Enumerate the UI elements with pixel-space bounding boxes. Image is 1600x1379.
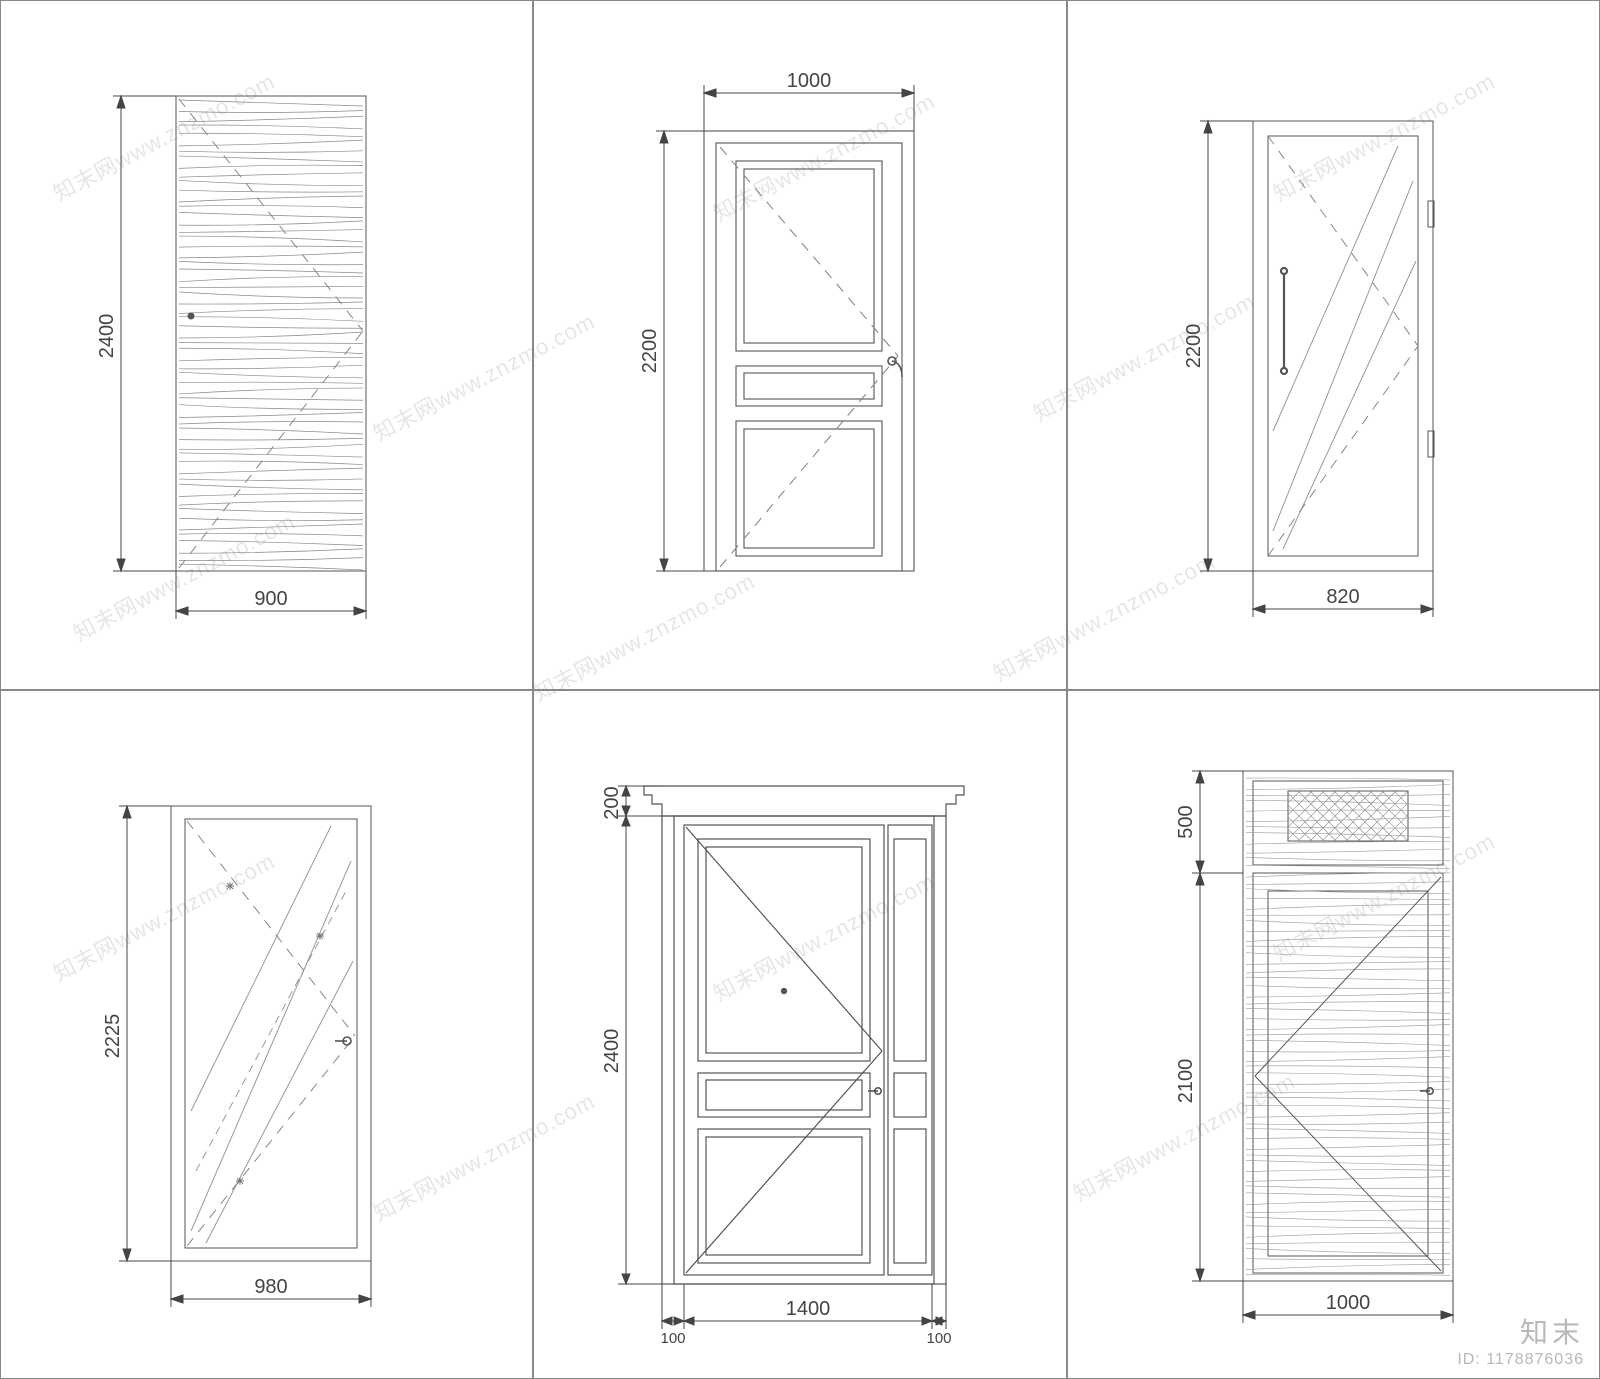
dim-width-d: 980 — [254, 1276, 287, 1298]
dim-height-a: 2400 — [96, 314, 118, 359]
cell-door-b: 1000 2200 — [533, 0, 1066, 690]
door-d-svg: 2225 980 — [1, 691, 533, 1379]
dim-height-c: 2200 — [1183, 324, 1205, 369]
dim-height-d: 2225 — [102, 1013, 124, 1058]
cell-grid: 2400 900 — [0, 0, 1600, 1379]
source-id-badge: 知末 ID: 1178876036 — [1457, 1311, 1584, 1369]
dim-height-e: 2400 — [601, 1028, 623, 1073]
asset-id: ID: 1178876036 — [1457, 1351, 1584, 1369]
dim-side-r-e: 100 — [927, 1330, 952, 1347]
dim-transom-f: 500 — [1175, 805, 1197, 838]
dim-width-a: 900 — [254, 588, 287, 610]
dim-width-f: 1000 — [1325, 1292, 1370, 1314]
dim-main-e: 1400 — [786, 1298, 831, 1320]
cell-door-d: 2225 980 — [0, 690, 533, 1379]
door-c-svg: 2200 820 — [1068, 1, 1600, 690]
door-a-svg: 2400 900 — [1, 1, 533, 690]
cell-door-e: 200 2400 100 1400 10 — [533, 690, 1066, 1379]
dim-width-c: 820 — [1326, 586, 1359, 608]
dim-height-b: 2200 — [639, 329, 661, 374]
door-e-svg: 200 2400 100 1400 10 — [534, 691, 1066, 1379]
dim-cornice-e: 200 — [601, 786, 623, 819]
cell-door-c: 2200 820 — [1067, 0, 1600, 690]
dim-width-b: 1000 — [787, 70, 832, 92]
door-f-svg: 500 2100 1000 — [1068, 691, 1600, 1379]
cell-door-f: 500 2100 1000 — [1067, 690, 1600, 1379]
brand-name: 知末 — [1457, 1311, 1584, 1351]
drawing-sheet: 知末网www.znzmo.com 知末网www.znzmo.com 知末网www… — [0, 0, 1600, 1379]
dim-height-f: 2100 — [1175, 1058, 1197, 1103]
cell-door-a: 2400 900 — [0, 0, 533, 690]
dim-side-l-e: 100 — [661, 1330, 686, 1347]
door-b-svg: 1000 2200 — [534, 1, 1066, 690]
